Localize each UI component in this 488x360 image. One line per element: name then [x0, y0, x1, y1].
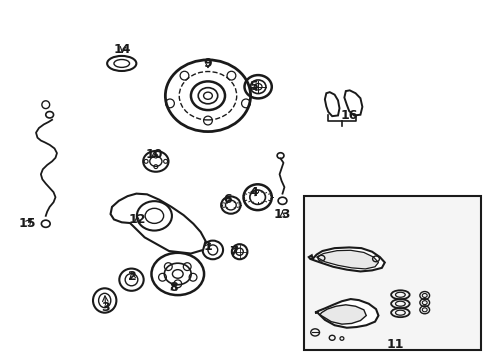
Text: 3: 3	[101, 301, 110, 314]
Text: 11: 11	[386, 338, 404, 351]
Polygon shape	[324, 92, 339, 116]
Polygon shape	[308, 247, 384, 271]
Polygon shape	[314, 299, 378, 328]
Polygon shape	[110, 194, 205, 253]
Polygon shape	[316, 250, 378, 269]
Text: 2: 2	[128, 270, 137, 283]
Bar	[304, 196, 480, 350]
Text: 16: 16	[340, 109, 357, 122]
Text: 1: 1	[203, 240, 212, 253]
Text: 13: 13	[273, 208, 290, 221]
Text: 4: 4	[249, 186, 258, 199]
Text: 10: 10	[145, 148, 163, 161]
Text: 7: 7	[229, 245, 238, 258]
Text: 14: 14	[114, 42, 131, 55]
Text: 5: 5	[249, 80, 258, 93]
Text: 15: 15	[19, 216, 37, 230]
Polygon shape	[319, 305, 366, 324]
Text: 12: 12	[128, 213, 146, 226]
Text: 6: 6	[223, 193, 231, 206]
Text: 8: 8	[169, 281, 178, 294]
Polygon shape	[344, 90, 362, 116]
Text: 9: 9	[203, 57, 212, 70]
